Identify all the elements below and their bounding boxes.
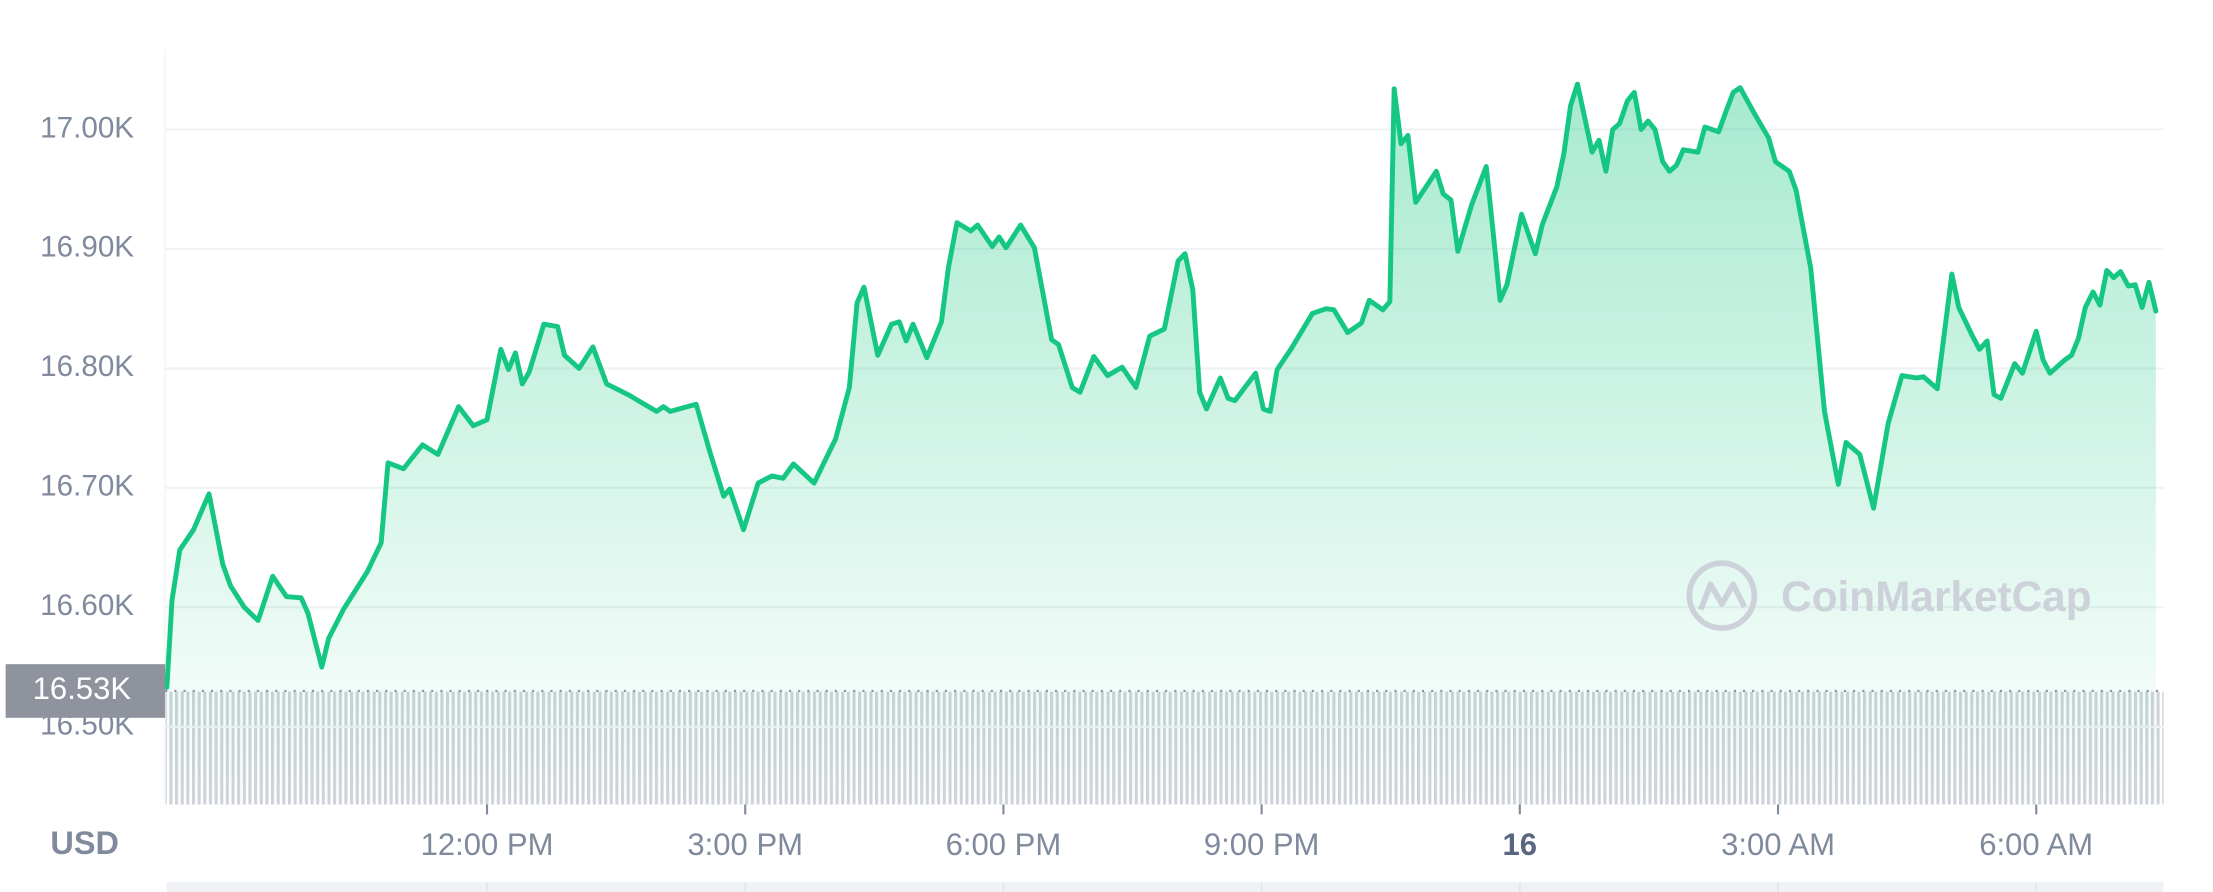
x-tick-label: 12:00 PM [421, 827, 554, 862]
current-price-label: 16.53K [33, 671, 132, 706]
watermark: CoinMarketCap [1686, 560, 2092, 631]
y-tick-label: 17.00K [40, 111, 134, 144]
x-tick-label: 3:00 PM [687, 827, 803, 862]
range-strip [166, 882, 2164, 892]
current-price-box [5, 664, 166, 718]
watermark-logo-mark [1698, 581, 1747, 611]
watermark-text: CoinMarketCap [1781, 573, 2091, 620]
labels: 16.50K16.60K16.70K16.80K16.90K17.00K12:0… [5, 111, 2093, 862]
y-tick-label: 16.90K [40, 231, 134, 264]
y-tick-label: 16.80K [40, 350, 134, 383]
price-area [166, 84, 2156, 805]
x-tick-label: 16 [1503, 827, 1538, 862]
y-tick-label: 16.70K [40, 470, 134, 503]
currency-label: USD [50, 825, 119, 861]
x-tick-label: 6:00 AM [1979, 827, 2093, 862]
price-line [164, 81, 2159, 690]
plot [164, 81, 2164, 805]
y-tick-label: 16.60K [40, 589, 134, 622]
x-tick-label: 6:00 PM [946, 827, 1062, 862]
x-tick-label: 9:00 PM [1204, 827, 1320, 862]
x-tick-label: 3:00 AM [1721, 827, 1835, 862]
watermark-logo [1686, 560, 1758, 631]
